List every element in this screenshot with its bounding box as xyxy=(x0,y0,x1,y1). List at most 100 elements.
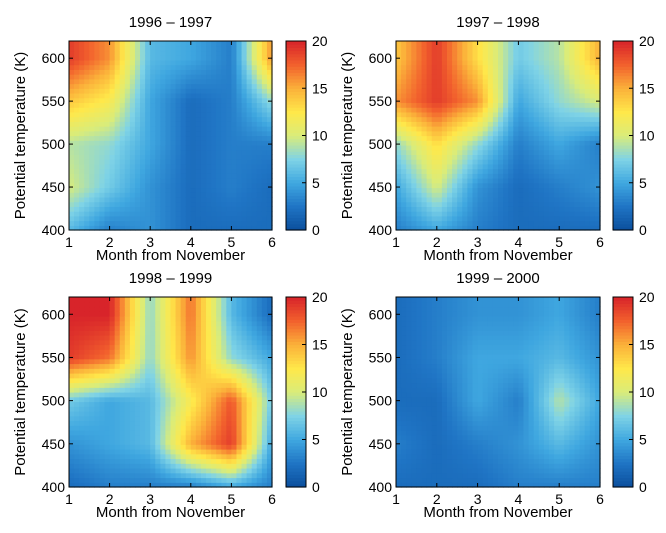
heatmap-cell xyxy=(180,411,187,417)
heatmap-cell xyxy=(226,225,232,231)
heatmap-cell xyxy=(231,358,238,365)
heatmap-cell xyxy=(89,316,95,322)
heatmap-cell xyxy=(200,220,207,226)
heatmap-cell xyxy=(554,126,560,132)
heatmap-cell xyxy=(256,130,263,137)
heatmap-cell xyxy=(84,330,90,336)
heatmap-cell xyxy=(251,154,258,160)
heatmap-cell xyxy=(416,192,423,198)
heatmap-cell xyxy=(89,154,95,160)
heatmap-cell xyxy=(221,458,227,464)
heatmap-cell xyxy=(124,392,131,398)
heatmap-cell xyxy=(206,472,212,479)
heatmap-cell xyxy=(574,211,581,217)
heatmap-cell xyxy=(508,149,514,155)
heatmap-cell xyxy=(564,116,570,122)
heatmap-cell xyxy=(441,41,448,47)
heatmap-cell xyxy=(109,211,116,217)
heatmap-cell xyxy=(160,116,167,122)
heatmap-cell xyxy=(140,415,146,422)
heatmap-cell xyxy=(119,472,126,479)
heatmap-cell xyxy=(246,187,253,193)
heatmap-cell xyxy=(185,425,192,431)
heatmap-cell xyxy=(155,220,161,226)
heatmap-cell xyxy=(411,107,417,113)
heatmap-cell xyxy=(559,102,565,108)
heatmap-cell xyxy=(160,306,167,312)
heatmap-cell xyxy=(165,401,172,407)
heatmap-cell xyxy=(134,396,141,403)
heatmap-cell xyxy=(211,59,217,66)
heatmap-cell xyxy=(195,50,202,56)
heatmap-cell xyxy=(231,468,238,474)
heatmap-cell xyxy=(165,472,172,479)
heatmap-cell xyxy=(416,64,423,70)
heatmap-cell xyxy=(206,363,212,369)
heatmap-cell xyxy=(226,358,232,365)
heatmap-cell xyxy=(492,121,499,127)
heatmap-cell xyxy=(165,420,172,426)
heatmap-cell xyxy=(74,163,80,170)
heatmap-cell xyxy=(89,140,95,146)
heatmap-cell xyxy=(467,97,474,104)
heatmap-cell xyxy=(104,382,111,388)
heatmap-cell xyxy=(140,135,146,141)
heatmap-cell xyxy=(406,182,412,189)
heatmap-cell xyxy=(119,482,126,488)
heatmap-cell xyxy=(129,439,136,445)
heatmap-cell xyxy=(150,182,156,189)
heatmap-cell xyxy=(579,173,586,179)
heatmap-cell xyxy=(416,59,423,66)
heatmap-cell xyxy=(416,107,423,113)
colorbar-band xyxy=(613,110,633,115)
heatmap-cell xyxy=(84,306,90,312)
heatmap-cell xyxy=(94,297,101,303)
heatmap-cell xyxy=(119,406,126,412)
heatmap-cell xyxy=(175,472,182,479)
heatmap-cell xyxy=(241,439,248,445)
heatmap-cell xyxy=(226,163,232,170)
heatmap-cell xyxy=(206,325,212,331)
heatmap-cell xyxy=(175,392,182,398)
heatmap-cell xyxy=(89,88,95,94)
heatmap-cell xyxy=(226,130,232,137)
heatmap-cell xyxy=(513,107,519,113)
heatmap-cell xyxy=(195,349,202,355)
heatmap-cell xyxy=(231,301,238,308)
heatmap-cell xyxy=(200,449,207,455)
heatmap-cell xyxy=(498,225,504,231)
heatmap-cell xyxy=(99,330,106,336)
heatmap-cell xyxy=(251,439,258,445)
heatmap-cell xyxy=(211,392,217,398)
heatmap-cell xyxy=(134,482,141,488)
heatmap-cell xyxy=(200,45,207,52)
heatmap-cell xyxy=(487,196,494,203)
heatmap-cell xyxy=(114,211,121,217)
heatmap-cell xyxy=(119,206,126,212)
heatmap-cell xyxy=(190,135,197,141)
heatmap-cell xyxy=(175,178,182,184)
heatmap-cell xyxy=(528,126,535,132)
heatmap-cell xyxy=(155,83,161,89)
heatmap-cell xyxy=(124,126,131,132)
heatmap-cell xyxy=(216,392,222,398)
heatmap-cell xyxy=(236,111,243,118)
heatmap-cell xyxy=(74,173,80,179)
heatmap-cell xyxy=(89,111,95,118)
heatmap-cell xyxy=(124,297,131,303)
heatmap-cell xyxy=(180,88,187,94)
heatmap-cell xyxy=(226,449,232,455)
heatmap-cell xyxy=(226,349,232,355)
heatmap-cell xyxy=(185,358,192,365)
heatmap-cell xyxy=(246,116,253,122)
heatmap-cell xyxy=(165,458,172,464)
heatmap-cell xyxy=(426,168,433,174)
heatmap-cell xyxy=(129,477,136,483)
heatmap-cell xyxy=(261,130,268,137)
heatmap-cell xyxy=(84,206,90,212)
heatmap-cell xyxy=(195,220,202,226)
heatmap-cell xyxy=(487,55,494,61)
heatmap-cell xyxy=(231,458,238,464)
heatmap-cell xyxy=(396,59,402,66)
heatmap-cell xyxy=(221,140,227,146)
